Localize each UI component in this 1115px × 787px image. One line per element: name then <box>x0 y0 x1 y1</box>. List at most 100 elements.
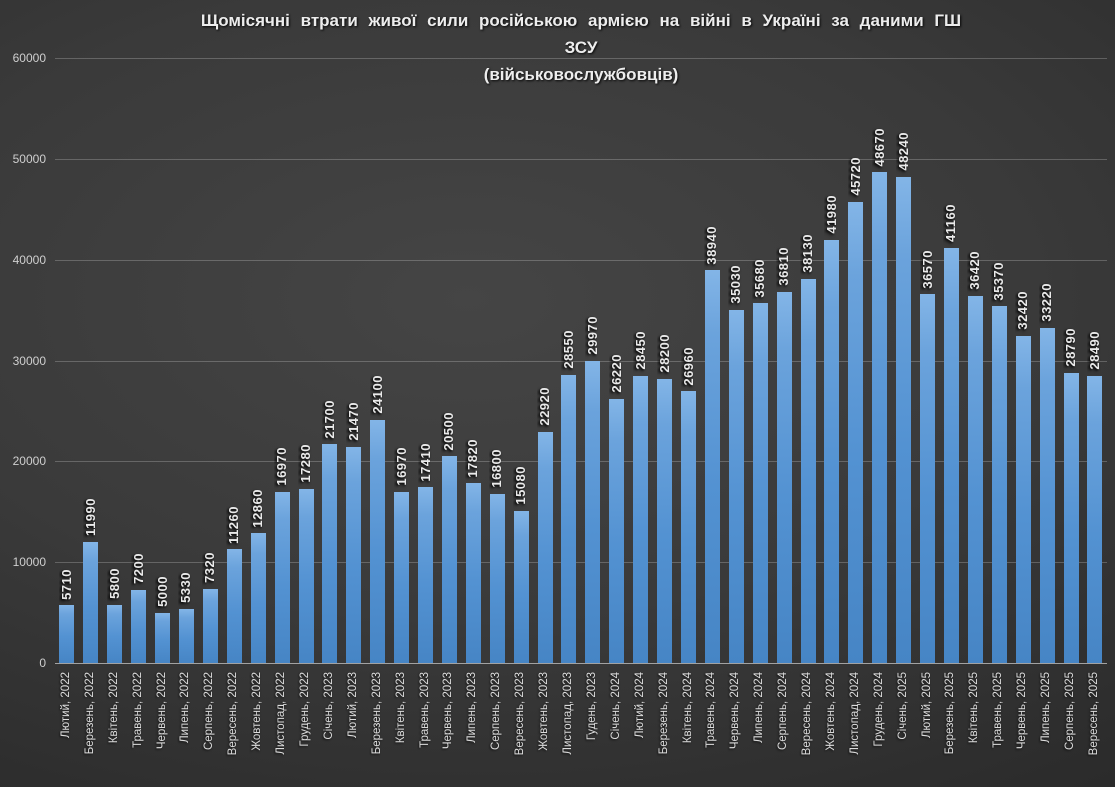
x-tick-label: Березень, 2025 <box>944 672 957 755</box>
y-tick-label: 20000 <box>12 454 46 469</box>
bar-value-label: 28450 <box>632 331 648 371</box>
bar-slot: 7320 Серпень, 2022 <box>198 58 222 750</box>
bar-slot: 41980 Жовтень, 2024 <box>820 58 844 751</box>
bar <box>346 446 362 663</box>
x-tick-label: Лютий, 2024 <box>633 672 646 739</box>
bar-slot: 28490 Вересень, 2025 <box>1083 58 1107 755</box>
x-tick-label: Липень, 2022 <box>179 672 192 743</box>
bar-value-label: 5000 <box>154 575 170 607</box>
bar <box>609 398 625 663</box>
bar-slot: 21700 Січень, 2023 <box>318 58 342 740</box>
bar-value-label: 20500 <box>441 411 457 451</box>
bar-slot: 26220 Січень, 2024 <box>605 58 629 740</box>
bar-value-label: 5330 <box>178 572 194 604</box>
bar-slot: 33220 Липень, 2025 <box>1035 58 1059 743</box>
bar-slot: 45720 Листопад, 2024 <box>844 58 868 755</box>
bar-slot: 7200 Травень, 2022 <box>127 58 151 748</box>
bar <box>633 376 649 663</box>
bar-slot: 35370 Травень, 2025 <box>987 58 1011 748</box>
bar <box>1015 336 1031 663</box>
bar-value-label: 11990 <box>82 498 98 537</box>
bar <box>657 378 673 663</box>
bar-slot: 24100 Березень, 2023 <box>366 58 390 754</box>
x-tick-label: Травень, 2025 <box>992 672 1005 748</box>
bar-value-label: 7320 <box>202 552 218 584</box>
bar-slot: 5710 Лютий, 2022 <box>55 58 79 738</box>
bar-slot: 32420 Червень, 2025 <box>1011 58 1035 749</box>
bar <box>585 360 601 663</box>
bar-slot: 17280 Грудень, 2022 <box>294 58 318 747</box>
bar-value-label: 32420 <box>1015 291 1031 331</box>
bar-value-label: 48670 <box>871 127 887 167</box>
bar-slot: 28450 Лютий, 2024 <box>629 58 653 738</box>
bar <box>107 604 123 663</box>
x-tick-label: Квітень, 2025 <box>968 672 981 744</box>
x-tick-label: Липень, 2024 <box>753 672 766 743</box>
x-tick-label: Вересень, 2023 <box>514 672 527 756</box>
bar-value-label: 28550 <box>560 330 576 370</box>
bar-value-label: 16970 <box>393 447 409 486</box>
gridline <box>55 360 1107 362</box>
bar-value-label: 28490 <box>1086 331 1102 370</box>
bar-slot: 20500 Червень, 2023 <box>438 58 462 749</box>
bar <box>728 309 744 663</box>
x-tick-label: Листопад, 2024 <box>848 672 861 755</box>
bar-slot: 5800 Квітень, 2022 <box>103 58 127 743</box>
x-tick-label: Травень, 2024 <box>705 672 718 748</box>
bar-value-label: 33220 <box>1039 283 1055 323</box>
x-tick-label: Січень, 2024 <box>609 672 622 740</box>
bar-value-label: 36810 <box>776 247 792 286</box>
bar <box>202 589 218 663</box>
gridline <box>55 562 1107 564</box>
x-tick-label: Вересень, 2024 <box>801 672 814 756</box>
x-tick-label: Лютий, 2022 <box>59 672 72 739</box>
x-tick-label: Січень, 2023 <box>322 672 335 740</box>
bar-slot: 29970 Гудень, 2023 <box>581 58 605 740</box>
bar-value-label: 22920 <box>537 387 553 426</box>
y-tick-label: 60000 <box>12 51 46 65</box>
x-tick-label: Березень, 2022 <box>83 672 96 755</box>
bar-value-label: 17820 <box>465 438 481 478</box>
bar-slot: 16800 Серпень, 2023 <box>485 58 509 750</box>
x-tick-label: Серпень, 2023 <box>490 672 503 751</box>
bar-slot: 17410 Травень, 2023 <box>414 58 438 748</box>
bar <box>537 431 553 663</box>
chart-title: Щомісячні втрати живої сили російською а… <box>55 7 1107 89</box>
bar <box>274 491 290 663</box>
x-tick-label: Червень, 2022 <box>155 672 168 750</box>
bar-value-label: 21700 <box>321 399 337 439</box>
x-tick-label: Квітень, 2023 <box>394 672 407 744</box>
bar-value-label: 48240 <box>895 131 911 171</box>
bar <box>513 510 529 663</box>
bar <box>800 278 816 663</box>
x-tick-label: Гудень, 2023 <box>585 672 598 741</box>
bar-slot: 48670 Грудень, 2024 <box>868 58 892 747</box>
x-tick-label: Червень, 2024 <box>729 672 742 750</box>
bar <box>1087 375 1103 663</box>
gridline <box>55 58 1107 59</box>
bar <box>704 270 720 663</box>
bar <box>681 391 697 663</box>
bar <box>155 612 171 663</box>
x-tick-label: Жовтень, 2022 <box>251 672 264 751</box>
x-tick-label: Червень, 2025 <box>1016 672 1029 750</box>
bar <box>1039 328 1055 663</box>
gridline <box>55 461 1107 463</box>
bar-slot: 35030 Червень, 2024 <box>724 58 748 749</box>
bar <box>872 172 888 663</box>
x-tick-label: Грудень, 2022 <box>299 672 312 747</box>
y-tick-label: 40000 <box>12 252 46 267</box>
y-tick-label: 50000 <box>12 151 46 166</box>
bar-slot: 21470 Лютий, 2023 <box>342 58 366 738</box>
bar-slot: 28790 Серпень, 2025 <box>1059 58 1083 750</box>
bar <box>441 456 457 663</box>
bar-slot: 36570 Лютий, 2025 <box>916 58 940 738</box>
bar <box>131 590 147 663</box>
bar-value-label: 41160 <box>943 204 959 242</box>
bar-value-label: 21470 <box>345 401 361 441</box>
bar-value-label: 38130 <box>800 233 816 273</box>
x-tick-label: Вересень, 2025 <box>1087 672 1100 756</box>
bar <box>824 239 840 663</box>
gridline <box>55 158 1107 160</box>
